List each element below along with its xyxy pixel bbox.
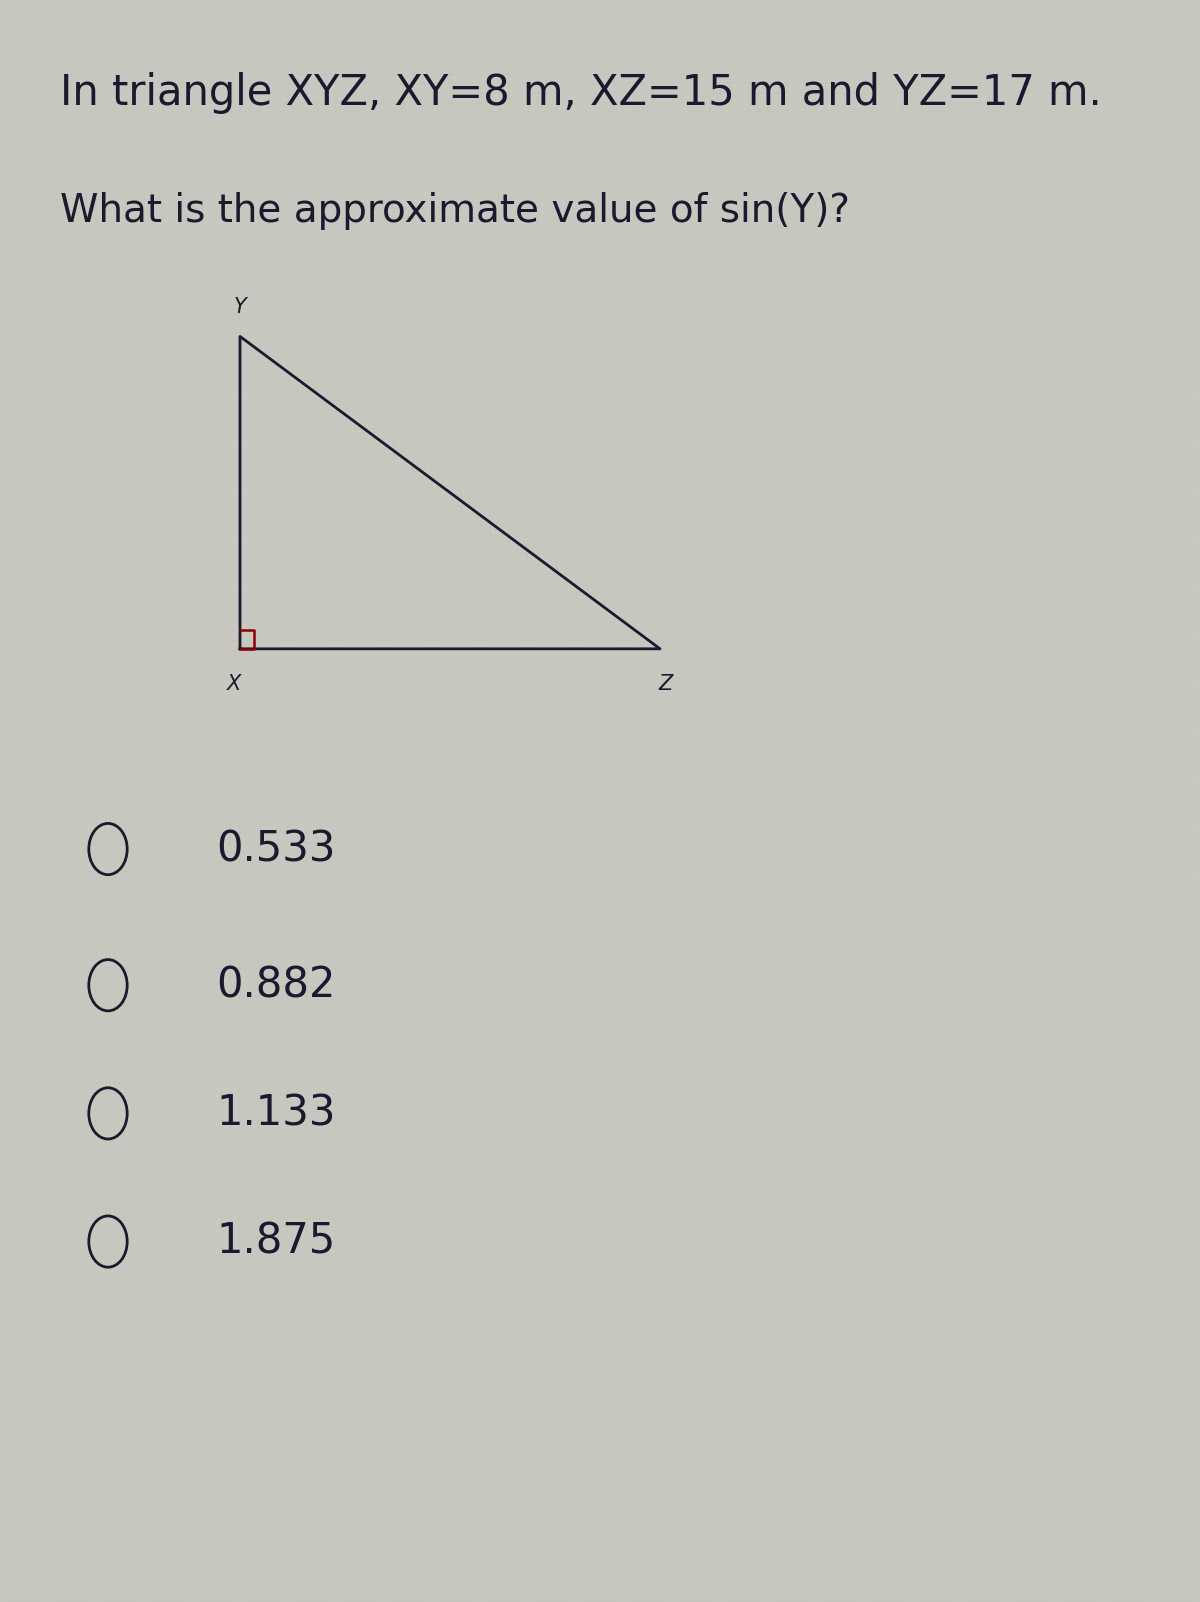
Text: 0.533: 0.533	[216, 828, 336, 870]
Text: 1.133: 1.133	[216, 1093, 336, 1134]
Text: 1.875: 1.875	[216, 1221, 335, 1262]
Text: Z: Z	[659, 674, 673, 694]
Text: In triangle XYZ, XY=8 m, XZ=15 m and YZ=17 m.: In triangle XYZ, XY=8 m, XZ=15 m and YZ=…	[60, 72, 1102, 114]
Text: 0.882: 0.882	[216, 964, 335, 1006]
Text: Y: Y	[234, 298, 246, 317]
Text: X: X	[227, 674, 241, 694]
Text: What is the approximate value of sin(Y)?: What is the approximate value of sin(Y)?	[60, 192, 850, 231]
